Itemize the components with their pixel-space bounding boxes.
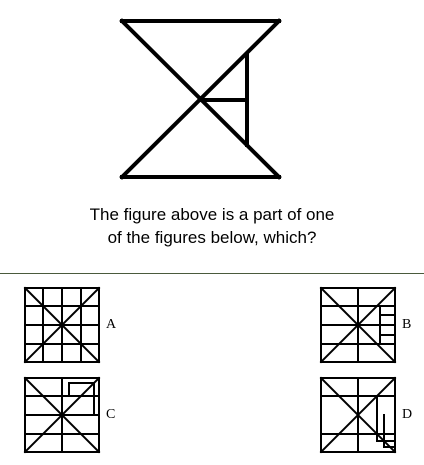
option-d[interactable]: D: [318, 375, 418, 455]
reference-figure: [119, 18, 282, 180]
option-c-figure: [23, 376, 101, 454]
option-a-label: A: [106, 317, 117, 332]
option-b-figure: [319, 286, 397, 364]
option-b[interactable]: B: [318, 285, 418, 365]
question-text: The figure above is a part of one of the…: [0, 203, 424, 249]
option-a-figure: [23, 286, 101, 364]
divider: [0, 273, 424, 274]
option-c-label: C: [106, 407, 116, 422]
option-d-label: D: [402, 407, 413, 422]
option-a[interactable]: A: [22, 285, 122, 365]
option-c[interactable]: C: [22, 375, 122, 455]
option-b-label: B: [402, 317, 412, 332]
question-line-2: of the figures below, which?: [107, 228, 317, 247]
option-d-figure: [319, 376, 397, 454]
question-line-1: The figure above is a part of one: [89, 205, 335, 224]
